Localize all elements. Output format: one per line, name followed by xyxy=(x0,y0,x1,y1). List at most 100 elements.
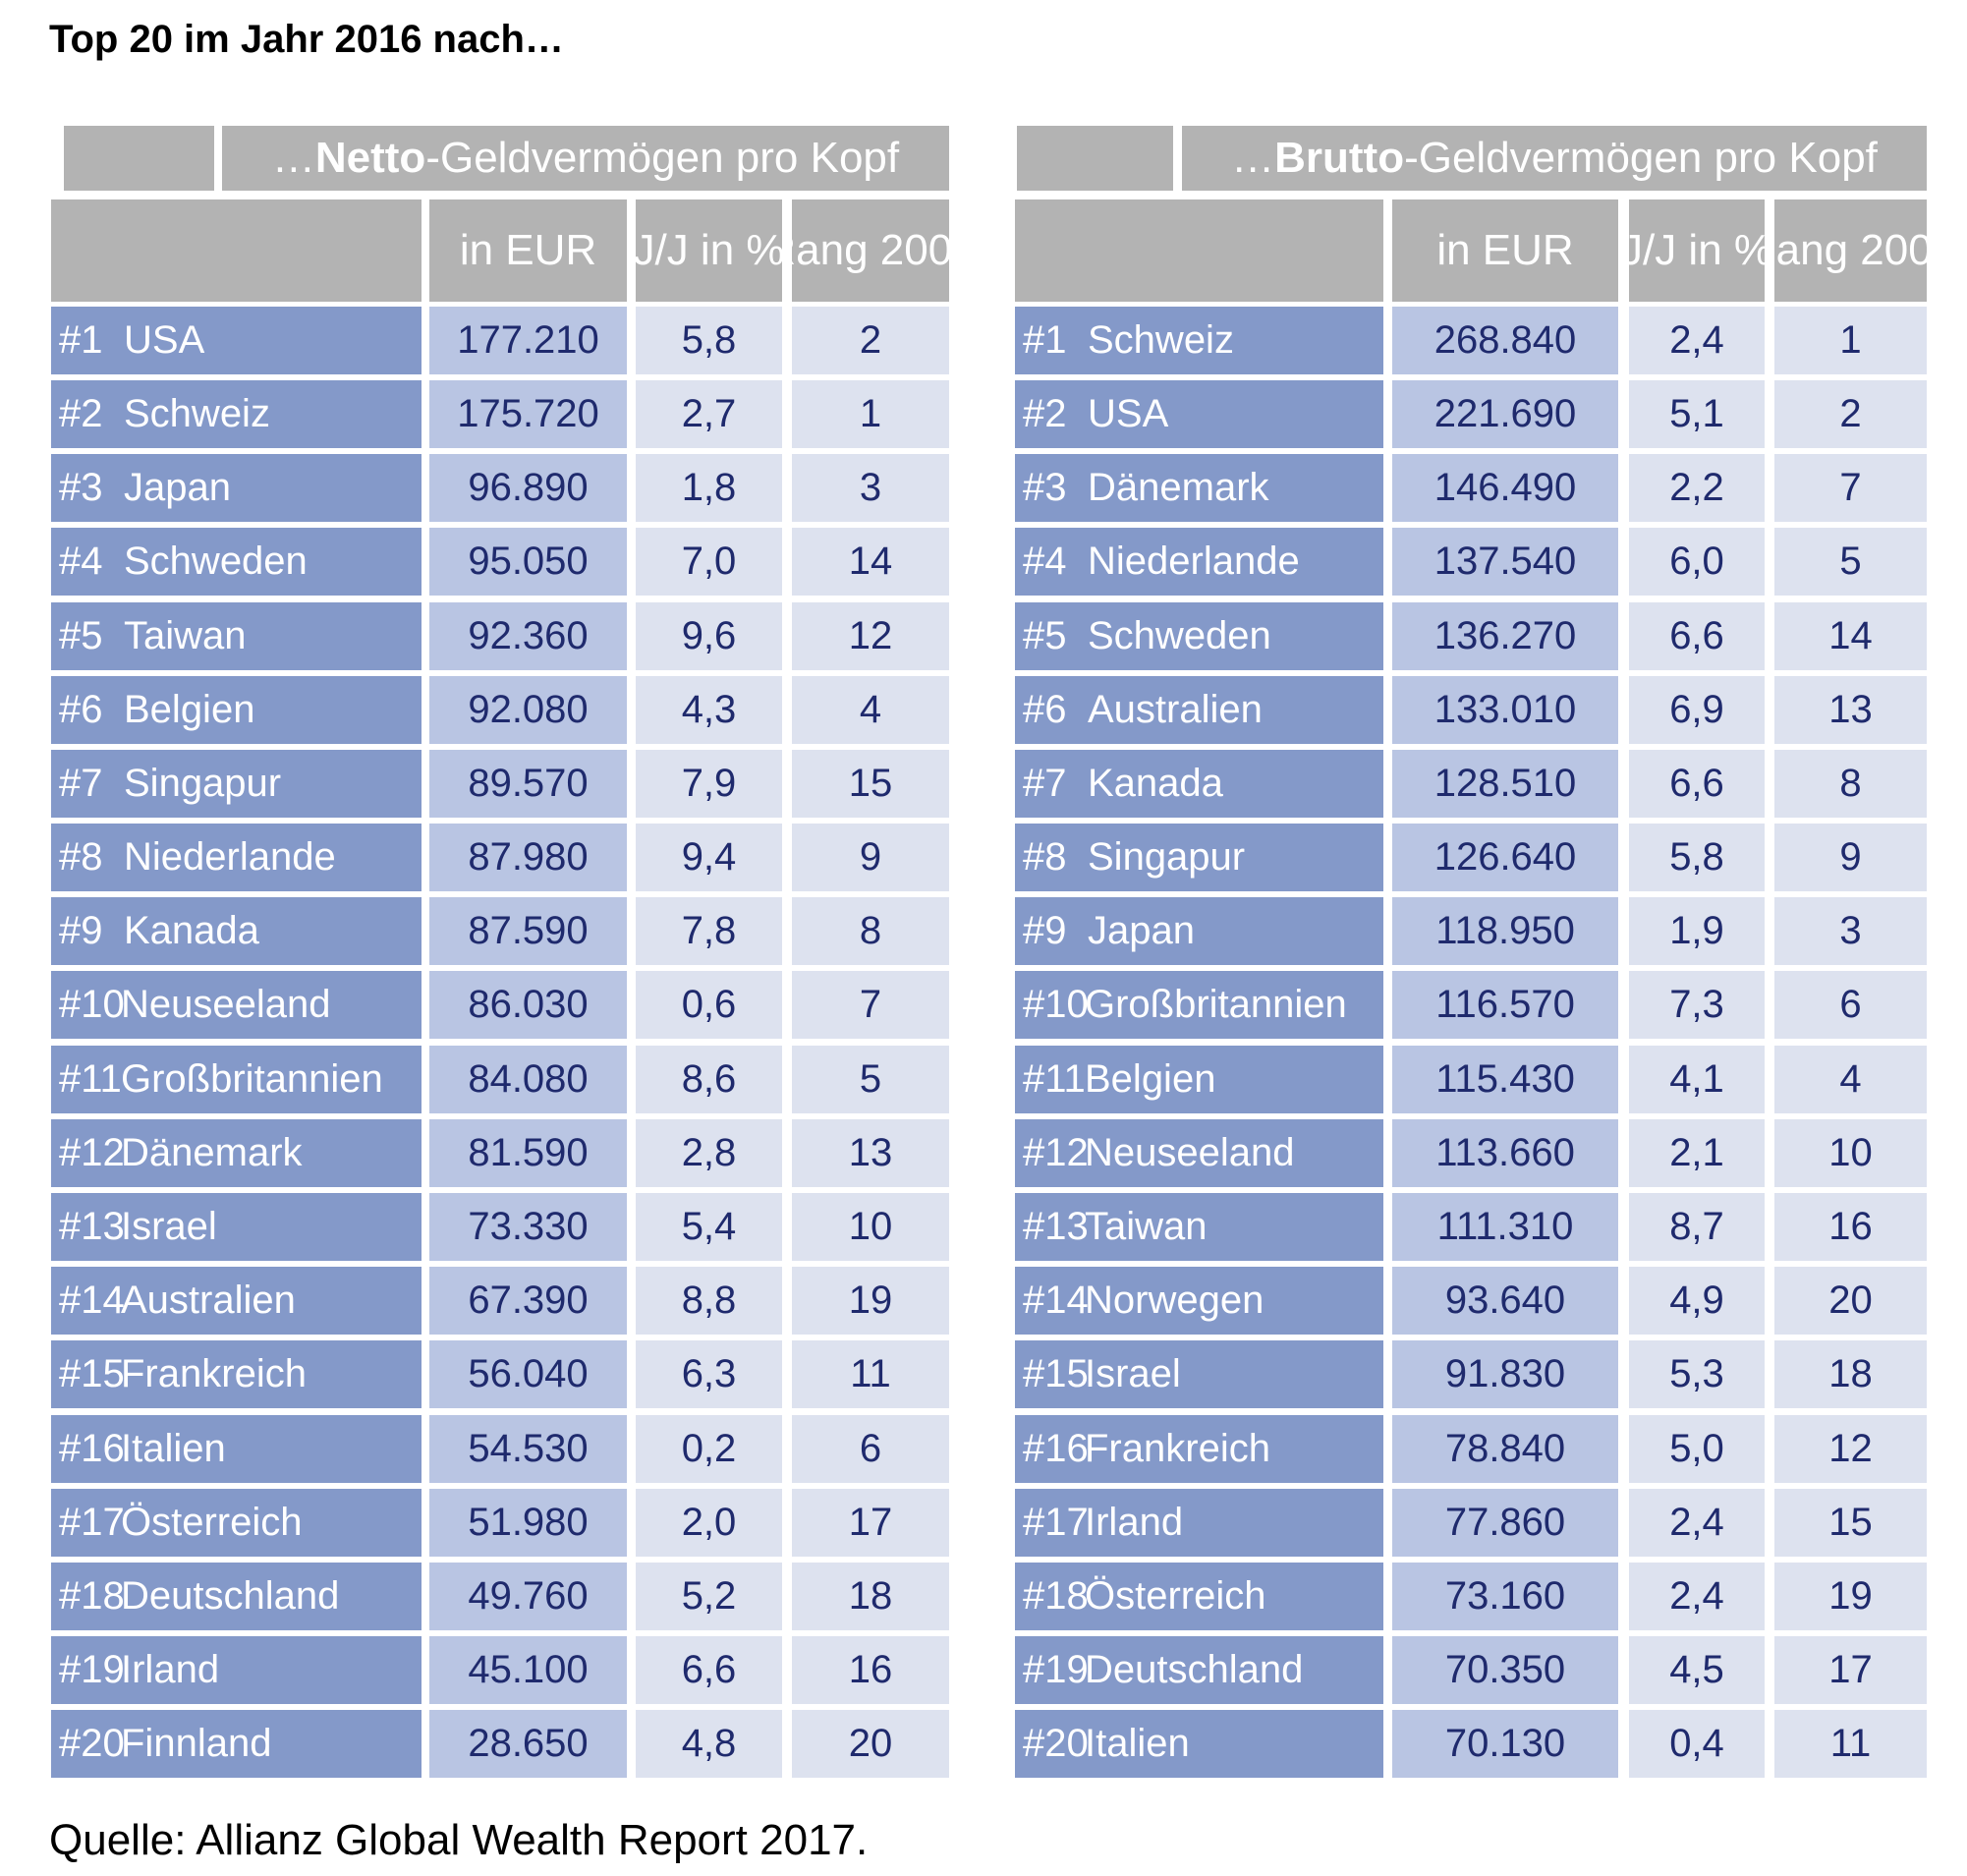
rank-label: #8 xyxy=(59,835,103,879)
netto-table-heading: … Netto -Geldvermögen pro Kopf xyxy=(222,126,949,191)
country-name: Singapur xyxy=(124,762,282,805)
heading-bold: Netto xyxy=(314,134,426,182)
yoy-percent-cell: 2,8 xyxy=(636,1119,782,1187)
yoy-percent-cell: 5,8 xyxy=(636,307,782,374)
brutto-column-header: J/J in % xyxy=(1629,199,1765,302)
heading-rest: -Geldvermögen pro Kopf xyxy=(425,134,900,182)
country-name: Taiwan xyxy=(124,614,247,657)
rank-label: #17 xyxy=(1023,1501,1089,1544)
rank-2000-cell: 17 xyxy=(1774,1636,1927,1704)
country-cell: #19 Irland xyxy=(51,1636,422,1704)
yoy-percent-cell: 2,4 xyxy=(1629,1489,1765,1557)
yoy-percent-cell: 7,8 xyxy=(636,897,782,965)
rank-label: #18 xyxy=(1023,1574,1089,1618)
rank-label: #9 xyxy=(1023,909,1067,952)
country-cell: #15 Israel xyxy=(1015,1340,1383,1408)
rank-2000-cell: 5 xyxy=(792,1046,949,1113)
country-cell: #5 Taiwan xyxy=(51,602,422,670)
eur-value-cell: 89.570 xyxy=(429,750,627,818)
yoy-percent-cell: 2,7 xyxy=(636,380,782,448)
country-name: Dänemark xyxy=(121,1131,303,1174)
brutto-header-blank xyxy=(1015,199,1383,302)
country-cell: #11 Großbritannien xyxy=(51,1046,422,1113)
rank-2000-cell: 6 xyxy=(1774,971,1927,1039)
country-name: Norwegen xyxy=(1085,1279,1264,1322)
rank-2000-cell: 11 xyxy=(792,1340,949,1408)
rank-label: #19 xyxy=(59,1648,125,1691)
country-name: Neuseeland xyxy=(121,983,331,1026)
rank-2000-cell: 13 xyxy=(792,1119,949,1187)
rank-label: #9 xyxy=(59,909,103,952)
rank-label: #11 xyxy=(1023,1057,1086,1101)
eur-value-cell: 116.570 xyxy=(1392,971,1618,1039)
country-cell: #19 Deutschland xyxy=(1015,1636,1383,1704)
eur-value-cell: 70.130 xyxy=(1392,1710,1618,1778)
eur-value-cell: 111.310 xyxy=(1392,1193,1618,1261)
eur-value-cell: 51.980 xyxy=(429,1489,627,1557)
eur-value-cell: 87.590 xyxy=(429,897,627,965)
country-cell: #3 Dänemark xyxy=(1015,454,1383,522)
yoy-percent-cell: 6,0 xyxy=(1629,528,1765,596)
rank-2000-cell: 15 xyxy=(792,750,949,818)
column-header-label: Rang 2000 xyxy=(1774,226,1927,274)
rank-label: #16 xyxy=(59,1427,125,1470)
brutto-corner-block xyxy=(1017,126,1173,191)
country-name: Deutschland xyxy=(1085,1648,1304,1691)
country-cell: #6 Australien xyxy=(1015,676,1383,744)
column-header-label: J/J in % xyxy=(1629,226,1765,274)
country-cell: #5 Schweden xyxy=(1015,602,1383,670)
yoy-percent-cell: 7,0 xyxy=(636,528,782,596)
rank-label: #20 xyxy=(59,1722,125,1765)
page-title: Top 20 im Jahr 2016 nach… xyxy=(49,18,564,61)
country-name: Schweiz xyxy=(1088,318,1234,362)
rank-label: #6 xyxy=(1023,688,1067,731)
eur-value-cell: 221.690 xyxy=(1392,380,1618,448)
rank-label: #12 xyxy=(59,1131,125,1174)
rank-2000-cell: 20 xyxy=(1774,1267,1927,1335)
yoy-percent-cell: 5,0 xyxy=(1629,1415,1765,1483)
netto-corner-block xyxy=(64,126,214,191)
rank-2000-cell: 19 xyxy=(1774,1563,1927,1630)
eur-value-cell: 96.890 xyxy=(429,454,627,522)
rank-label: #16 xyxy=(1023,1427,1089,1470)
country-cell: #16 Italien xyxy=(51,1415,422,1483)
country-name: Frankreich xyxy=(1085,1427,1270,1470)
rank-2000-cell: 9 xyxy=(792,824,949,891)
rank-2000-cell: 19 xyxy=(792,1267,949,1335)
rank-2000-cell: 13 xyxy=(1774,676,1927,744)
country-cell: #8 Niederlande xyxy=(51,824,422,891)
country-name: Großbritannien xyxy=(1085,983,1347,1026)
eur-value-cell: 73.330 xyxy=(429,1193,627,1261)
country-cell: #16 Frankreich xyxy=(1015,1415,1383,1483)
rank-label: #12 xyxy=(1023,1131,1089,1174)
rank-label: #4 xyxy=(59,540,103,583)
rank-label: #3 xyxy=(59,466,103,509)
eur-value-cell: 126.640 xyxy=(1392,824,1618,891)
yoy-percent-cell: 5,2 xyxy=(636,1563,782,1630)
rank-2000-cell: 8 xyxy=(792,897,949,965)
yoy-percent-cell: 4,5 xyxy=(1629,1636,1765,1704)
yoy-percent-cell: 4,1 xyxy=(1629,1046,1765,1113)
eur-value-cell: 56.040 xyxy=(429,1340,627,1408)
country-name: Schweden xyxy=(124,540,308,583)
yoy-percent-cell: 1,8 xyxy=(636,454,782,522)
yoy-percent-cell: 0,2 xyxy=(636,1415,782,1483)
rank-2000-cell: 14 xyxy=(1774,602,1927,670)
rank-2000-cell: 2 xyxy=(792,307,949,374)
country-cell: #18 Österreich xyxy=(1015,1563,1383,1630)
rank-2000-cell: 10 xyxy=(1774,1119,1927,1187)
eur-value-cell: 268.840 xyxy=(1392,307,1618,374)
country-name: Italien xyxy=(1085,1722,1190,1765)
rank-label: #15 xyxy=(1023,1352,1089,1395)
country-name: Irland xyxy=(121,1648,220,1691)
country-name: Neuseeland xyxy=(1085,1131,1295,1174)
country-cell: #18 Deutschland xyxy=(51,1563,422,1630)
yoy-percent-cell: 2,0 xyxy=(636,1489,782,1557)
yoy-percent-cell: 1,9 xyxy=(1629,897,1765,965)
eur-value-cell: 84.080 xyxy=(429,1046,627,1113)
eur-value-cell: 136.270 xyxy=(1392,602,1618,670)
netto-column-header: J/J in % xyxy=(636,199,782,302)
country-cell: #14 Norwegen xyxy=(1015,1267,1383,1335)
rank-label: #11 xyxy=(59,1057,122,1101)
rank-2000-cell: 2 xyxy=(1774,380,1927,448)
